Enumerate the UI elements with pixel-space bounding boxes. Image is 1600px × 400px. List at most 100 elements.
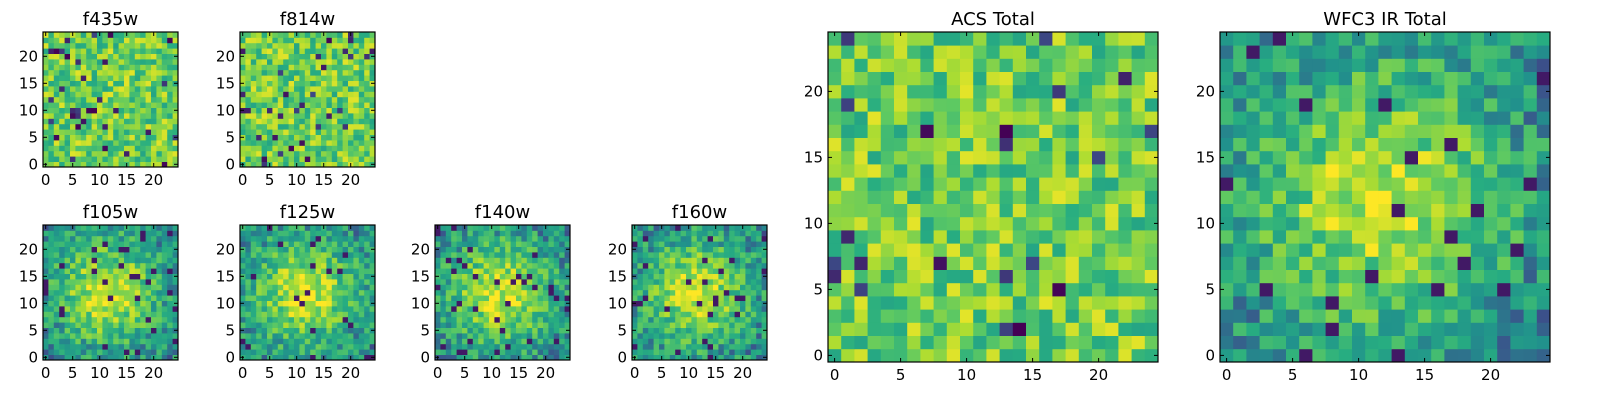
heatmap-cell: [102, 279, 109, 285]
heatmap-cell: [478, 327, 484, 334]
heatmap-cell: [240, 284, 246, 291]
heatmap-cell: [326, 161, 333, 168]
heatmap-cell: [256, 69, 262, 76]
heatmap-cell: [648, 241, 654, 247]
heatmap-cell: [294, 273, 300, 280]
heatmap-cell: [261, 289, 268, 296]
heatmap-cell: [713, 230, 719, 237]
heatmap-cell: [358, 327, 365, 334]
heatmap-cell: [729, 279, 735, 285]
heatmap-cell: [867, 150, 882, 165]
heatmap-cell: [70, 306, 76, 312]
heatmap-cell: [102, 64, 109, 71]
heatmap-cell: [294, 123, 300, 130]
heatmap-cell: [331, 140, 338, 146]
heatmap-cell: [854, 309, 868, 323]
heatmap-cell: [1536, 335, 1551, 350]
x-tick-label: 10: [679, 364, 698, 382]
heatmap-cell: [161, 32, 168, 38]
heatmap-cell: [140, 349, 146, 355]
heatmap-cell: [140, 113, 146, 119]
heatmap-cell: [145, 75, 152, 81]
heatmap-cell: [102, 338, 109, 345]
heatmap-cell: [156, 42, 163, 49]
heatmap-cell: [321, 268, 327, 274]
heatmap-cell: [140, 300, 146, 307]
heatmap-cell: [1012, 335, 1027, 350]
heatmap-cell: [707, 311, 714, 318]
heatmap-cell: [1510, 203, 1524, 218]
heatmap-cell: [1312, 269, 1326, 284]
heatmap-cell: [113, 279, 119, 285]
heatmap-cell: [1039, 309, 1053, 323]
heatmap-cell: [1233, 216, 1247, 231]
heatmap-cell: [691, 343, 698, 350]
heatmap-cell: [642, 311, 649, 318]
heatmap-cell: [729, 257, 735, 264]
heatmap-cell: [1105, 137, 1119, 152]
heatmap-cell: [1497, 269, 1511, 284]
heatmap-cell: [102, 322, 109, 328]
heatmap-cell: [648, 262, 654, 269]
heatmap-cell: [494, 246, 501, 253]
heatmap-cell: [272, 354, 279, 361]
heatmap-cell: [659, 235, 665, 242]
heatmap-cell: [467, 241, 474, 247]
heatmap-cell: [321, 257, 327, 264]
heatmap-cell: [1523, 296, 1538, 310]
heatmap-cell: [1105, 348, 1119, 363]
heatmap-cell: [294, 333, 300, 339]
heatmap-cell: [348, 241, 354, 247]
heatmap-cell: [1092, 98, 1106, 112]
heatmap-cell: [129, 284, 136, 291]
heatmap-cell: [456, 343, 463, 350]
heatmap-cell: [729, 268, 735, 274]
heatmap-cell: [543, 230, 549, 237]
heatmap-cell: [310, 59, 316, 65]
heatmap-cell: [272, 306, 279, 312]
heatmap-cell: [1484, 230, 1498, 244]
heatmap-cell: [841, 348, 855, 363]
heatmap-cell: [462, 230, 468, 237]
heatmap-cell: [107, 349, 114, 355]
heatmap-cell: [564, 306, 571, 312]
heatmap-cell: [321, 75, 327, 81]
heatmap-cell: [553, 338, 560, 345]
heatmap-cell: [358, 156, 365, 162]
heatmap-cell: [1052, 45, 1066, 59]
heatmap-cell: [53, 333, 60, 339]
heatmap-cell: [1338, 309, 1353, 323]
heatmap-cell: [161, 333, 168, 339]
heatmap-cell: [669, 306, 676, 312]
heatmap-cell: [1065, 71, 1080, 86]
heatmap-cell: [516, 338, 522, 345]
heatmap-cell: [113, 284, 119, 291]
heatmap-cell: [97, 59, 103, 65]
heatmap-cell: [516, 333, 522, 339]
heatmap-cell: [134, 273, 141, 280]
heatmap-cell: [134, 225, 141, 231]
heatmap-cell: [64, 134, 71, 141]
heatmap-cell: [364, 333, 370, 339]
heatmap-cell: [145, 102, 152, 108]
heatmap-cell: [1523, 335, 1538, 350]
heatmap-cell: [256, 102, 262, 108]
heatmap-cell: [1484, 177, 1498, 191]
heatmap-cell: [288, 91, 295, 98]
heatmap-cell: [64, 225, 71, 231]
heatmap-cell: [369, 75, 376, 81]
heatmap-cell: [167, 96, 173, 103]
heatmap-cell: [1026, 58, 1040, 72]
heatmap-cell: [828, 150, 842, 165]
heatmap-cell: [240, 150, 246, 157]
heatmap-cell: [1523, 216, 1538, 231]
heatmap-cell: [675, 235, 681, 242]
heatmap-cell: [80, 59, 87, 65]
heatmap-cell: [1026, 322, 1040, 336]
heatmap-cell: [129, 37, 136, 44]
heatmap-cell: [841, 203, 855, 218]
heatmap-cell: [337, 230, 343, 237]
heatmap-cell: [172, 59, 179, 65]
heatmap-cell: [632, 252, 638, 258]
heatmap-cell: [1092, 190, 1106, 204]
